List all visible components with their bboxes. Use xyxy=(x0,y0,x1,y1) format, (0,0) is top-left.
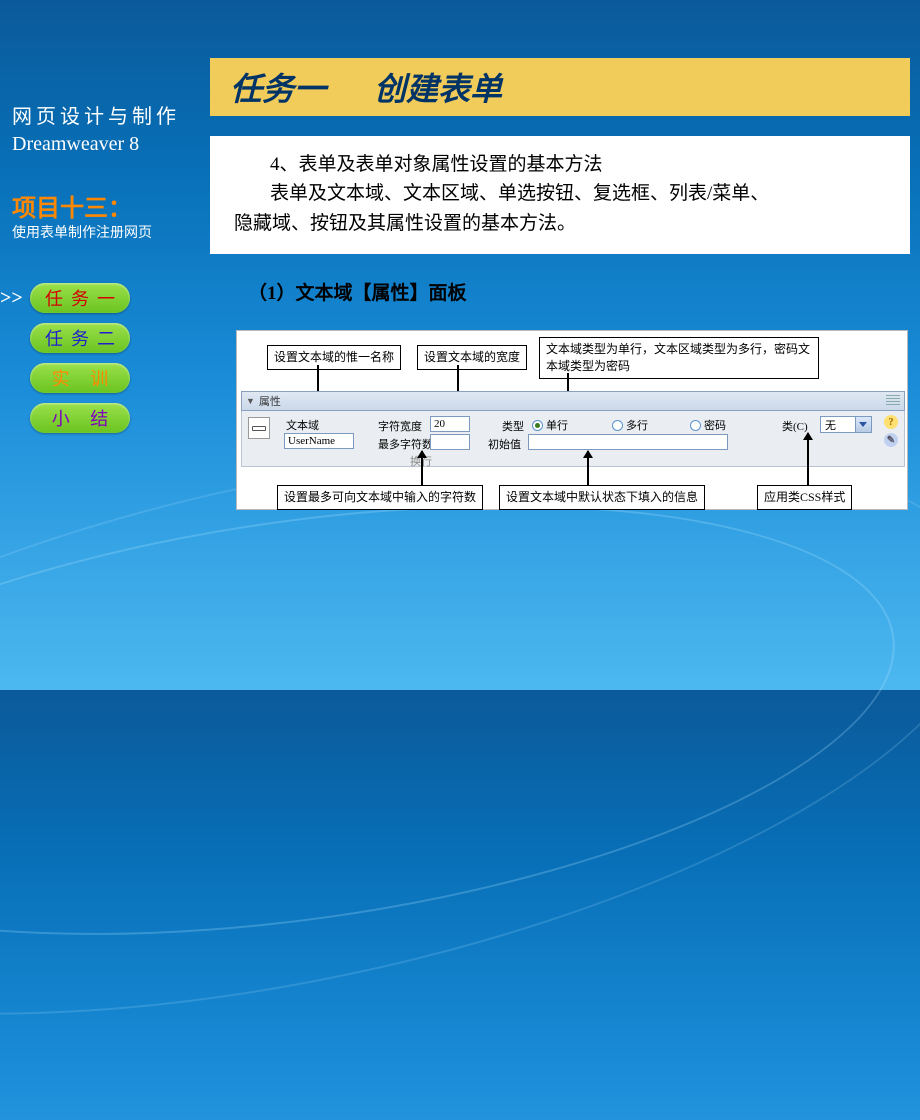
nav-label: 任务一 xyxy=(37,285,123,311)
help-icon[interactable]: ? xyxy=(884,415,898,429)
arrow-icon xyxy=(807,433,809,485)
properties-header-label: 属性 xyxy=(259,393,281,409)
desc-line2a: 表单及文本域、文本区域、单选按钮、复选框、列表/菜单、 xyxy=(270,183,769,204)
sidebar-title-en: Dreamweaver 8 xyxy=(12,133,188,156)
charwidth-input[interactable]: 20 xyxy=(430,416,470,432)
charwidth-label: 字符宽度 xyxy=(378,418,422,434)
info-icon[interactable]: ✎ xyxy=(884,433,898,447)
nav-row-3: 实 训 xyxy=(12,363,188,393)
nav-row-1: >> 任务一 xyxy=(12,283,188,313)
desc-line2b: 隐藏域、按钮及其属性设置的基本方法。 xyxy=(234,213,576,234)
title-part2: 创建表单 xyxy=(374,64,502,110)
nav-label: 任务二 xyxy=(37,325,123,351)
callout-name: 设置文本域的惟一名称 xyxy=(267,345,401,370)
textfield-icon xyxy=(248,417,270,439)
nav-label: 实 训 xyxy=(44,365,117,391)
panel-screenshot: 设置文本域的惟一名称 设置文本域的宽度 文本域类型为单行，文本区域类型为多行，密… xyxy=(236,330,908,510)
sidebar-title-cn: 网页设计与制作 xyxy=(12,100,188,129)
arrow-icon xyxy=(587,451,589,485)
class-select[interactable]: 无 xyxy=(820,416,872,433)
nav-btn-task1[interactable]: 任务一 xyxy=(30,283,130,313)
callout-initval: 设置文本域中默认状态下填入的信息 xyxy=(499,485,705,510)
nav-btn-task2[interactable]: 任务二 xyxy=(30,323,130,353)
collapse-icon[interactable]: ▼ xyxy=(246,396,255,406)
callout-type: 文本域类型为单行，文本区域类型为多行，密码文本域类型为密码 xyxy=(539,337,819,379)
radio-multi[interactable]: 多行 xyxy=(612,417,648,433)
description-box: 4、表单及表单对象属性设置的基本方法 表单及文本域、文本区域、单选按钮、复选框、… xyxy=(210,136,910,254)
nav-row-4: 小 结 xyxy=(12,403,188,433)
sidebar: 网页设计与制作 Dreamweaver 8 项目十三： 使用表单制作注册网页 >… xyxy=(0,0,200,690)
project-title: 项目十三： xyxy=(12,188,188,223)
initval-label: 初始值 xyxy=(488,436,521,452)
name-input[interactable]: UserName xyxy=(284,433,354,449)
type-label: 类型 xyxy=(502,418,524,434)
drag-icon xyxy=(886,395,900,407)
title-part1: 任务一 xyxy=(230,64,326,110)
maxchars-input[interactable] xyxy=(430,434,470,450)
main: 任务一 创建表单 4、表单及表单对象属性设置的基本方法 表单及文本域、文本区域、… xyxy=(200,0,920,305)
initval-input[interactable] xyxy=(528,434,728,450)
sub-heading: （1）文本域【属性】面板 xyxy=(248,278,920,305)
project-desc: 使用表单制作注册网页 xyxy=(12,225,188,243)
title-bar: 任务一 创建表单 xyxy=(210,58,910,116)
nav-label: 小 结 xyxy=(44,405,117,431)
callout-class: 应用类CSS样式 xyxy=(757,485,852,510)
desc-line1: 4、表单及表单对象属性设置的基本方法 xyxy=(270,154,603,175)
properties-header: ▼ 属性 xyxy=(241,391,905,411)
radio-single[interactable]: 单行 xyxy=(532,417,568,433)
nav-btn-practice[interactable]: 实 训 xyxy=(30,363,130,393)
arrow-icon xyxy=(421,451,423,485)
callout-width: 设置文本域的宽度 xyxy=(417,345,527,370)
nav-row-2: 任务二 xyxy=(12,323,188,353)
nav-arrow: >> xyxy=(0,287,30,310)
textfield-label: 文本域 xyxy=(286,417,319,433)
callout-maxchars: 设置最多可向文本域中输入的字符数 xyxy=(277,485,483,510)
radio-password[interactable]: 密码 xyxy=(690,417,726,433)
nav-btn-summary[interactable]: 小 结 xyxy=(30,403,130,433)
